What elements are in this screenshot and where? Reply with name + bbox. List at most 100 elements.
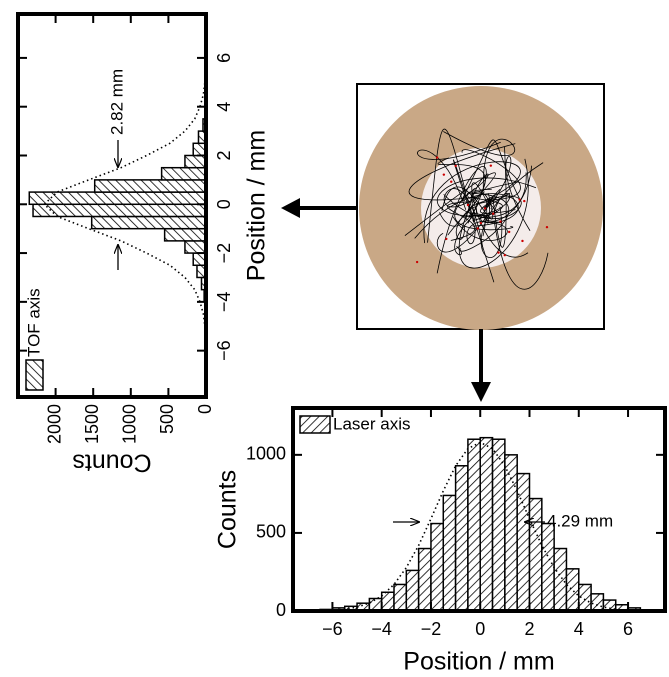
x-axis-title: Position / mm — [243, 130, 271, 281]
legend-label: Laser axis — [333, 414, 410, 433]
y-tick-label: 500 — [157, 404, 177, 434]
trajectory — [493, 220, 549, 290]
ion-dot — [503, 253, 506, 257]
trajectory — [462, 191, 490, 224]
trajectory — [436, 166, 487, 274]
x-axis-title: Position / mm — [403, 648, 554, 676]
y-tick-label: 2000 — [44, 404, 64, 444]
legend-label: TOF axis — [24, 288, 43, 357]
trajectory — [471, 182, 529, 258]
y-tick-label: 500 — [256, 522, 286, 542]
trajectory — [483, 165, 533, 222]
inner-region — [421, 148, 541, 268]
trajectory — [443, 131, 516, 192]
bar — [491, 438, 506, 612]
legend-swatch — [25, 359, 44, 391]
trajectory — [414, 193, 519, 239]
ion-dot — [492, 212, 495, 215]
x-tick-label: 6 — [214, 53, 234, 63]
x-tick-label: 2 — [214, 150, 234, 160]
bar — [430, 522, 445, 612]
trajectory — [470, 181, 519, 222]
trajectory — [417, 141, 501, 210]
bar — [590, 593, 605, 612]
arrow-down-head — [471, 382, 491, 402]
x-tick-label: −2 — [421, 619, 442, 639]
y-tick-label: 0 — [195, 404, 215, 414]
x-tick-label: 2 — [524, 619, 534, 639]
x-tick-label: 0 — [214, 199, 234, 209]
bar — [541, 522, 555, 612]
laser-chart: −6 −4 −2 0 2 4 6 0 500 1000 Position / mm Counts Las… — [214, 406, 667, 676]
trajectory — [446, 201, 476, 241]
bar — [184, 240, 207, 254]
y-axis-title: Counts — [214, 470, 242, 549]
y-tick-label: 1500 — [82, 404, 102, 444]
annotation: 4.29 mm — [547, 511, 613, 530]
ion-dot — [483, 207, 487, 210]
bar — [467, 438, 481, 612]
bar — [184, 154, 207, 169]
x-tick-label: −6 — [322, 619, 343, 639]
bar — [160, 166, 207, 181]
trajectory — [458, 158, 529, 269]
x-tick-label: 4 — [574, 619, 584, 639]
tof-chart: −6 −4 −2 0 2 4 6 0 500 1000 1500 2000 Position / mm C… — [16, 12, 271, 476]
arrow-left-head — [281, 198, 300, 218]
ion-dot — [489, 164, 493, 167]
trajectory — [408, 143, 516, 201]
bar — [93, 179, 207, 193]
x-tick-label: −6 — [214, 340, 234, 361]
ion-dot — [545, 225, 549, 229]
ion-dot — [466, 203, 470, 207]
bar — [565, 568, 580, 612]
y-tick-label: 1000 — [246, 444, 286, 464]
bar — [90, 215, 207, 230]
x-tick-label: 4 — [214, 102, 234, 112]
trajectory — [454, 215, 475, 256]
bar — [32, 203, 207, 218]
bar — [405, 569, 420, 612]
trajectory — [423, 161, 521, 244]
bar — [163, 227, 207, 242]
y-tick-label: 1000 — [120, 404, 140, 444]
bar — [380, 591, 395, 612]
ion-dot — [507, 230, 511, 234]
ion-dot — [521, 239, 524, 243]
x-tick-label: 6 — [623, 619, 633, 639]
ion-dot — [476, 227, 479, 230]
x-tick-label: −4 — [214, 292, 234, 313]
plot-frame — [16, 12, 208, 399]
ion-dot — [450, 180, 453, 183]
trajectory-image — [356, 83, 605, 330]
trajectory — [447, 206, 477, 236]
x-tick-label: −2 — [214, 243, 234, 264]
ion-dot — [445, 237, 448, 241]
ion-dot — [479, 221, 483, 225]
bar — [454, 465, 469, 612]
bar — [528, 497, 543, 612]
bar — [479, 436, 494, 612]
trajectory — [443, 194, 522, 220]
annotation: 2.82 mm — [107, 69, 126, 135]
x-tick-label: −4 — [371, 619, 392, 639]
trajectory — [436, 212, 490, 253]
bar — [417, 547, 432, 612]
ion-dot — [435, 156, 439, 159]
legend-swatch — [299, 415, 331, 434]
trajectory — [452, 159, 495, 283]
ion-dot — [518, 198, 521, 201]
trajectory — [443, 188, 485, 250]
ion-dot — [442, 173, 446, 176]
ion-dot — [454, 164, 457, 168]
ion-dot — [497, 251, 500, 254]
trajectory — [461, 139, 521, 202]
y-tick-label: 0 — [276, 600, 286, 620]
trajectories — [404, 128, 549, 290]
ion-dot — [523, 199, 526, 203]
x-tick-label: 0 — [475, 619, 485, 639]
bar — [553, 547, 568, 612]
plot-frame — [291, 406, 667, 613]
